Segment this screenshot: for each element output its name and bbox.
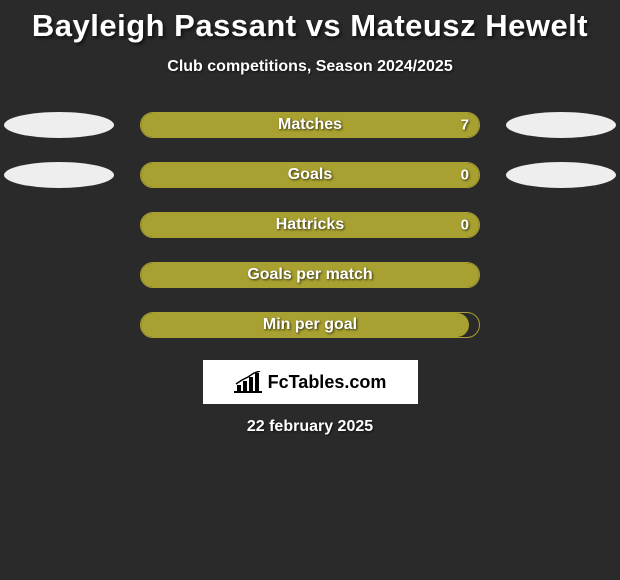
stat-bar: Matches7 [140,112,480,138]
logo-box: FcTables.com [203,360,418,404]
page-title: Bayleigh Passant vs Mateusz Hewelt [0,8,620,44]
stat-row: Goals0 [0,162,620,188]
stat-row: Matches7 [0,112,620,138]
player-left-ellipse [4,112,114,138]
stat-value: 7 [461,117,469,134]
stat-row: Min per goal [0,312,620,338]
date-text: 22 february 2025 [0,418,620,436]
stat-bar: Goals per match [140,262,480,288]
logo-text: FcTables.com [268,372,387,393]
stat-bar: Goals0 [140,162,480,188]
stat-bar-fill [141,313,469,337]
stat-value: 0 [461,217,469,234]
stat-bar: Min per goal [140,312,480,338]
stat-value: 0 [461,167,469,184]
stat-row: Goals per match [0,262,620,288]
stat-bar-fill [141,213,479,237]
stat-bar-fill [141,163,479,187]
subtitle: Club competitions, Season 2024/2025 [0,58,620,76]
stat-bar: Hattricks0 [140,212,480,238]
stat-bar-fill [141,263,479,287]
player-right-ellipse [506,112,616,138]
stat-row: Hattricks0 [0,212,620,238]
comparison-infographic: Bayleigh Passant vs Mateusz Hewelt Club … [0,0,620,436]
stats-rows: Matches7 Goals0 Hattricks0 Goals per match M… [0,112,620,338]
bar-chart-icon [234,371,262,393]
player-left-ellipse [4,162,114,188]
player-right-ellipse [506,162,616,188]
stat-bar-fill [141,113,479,137]
